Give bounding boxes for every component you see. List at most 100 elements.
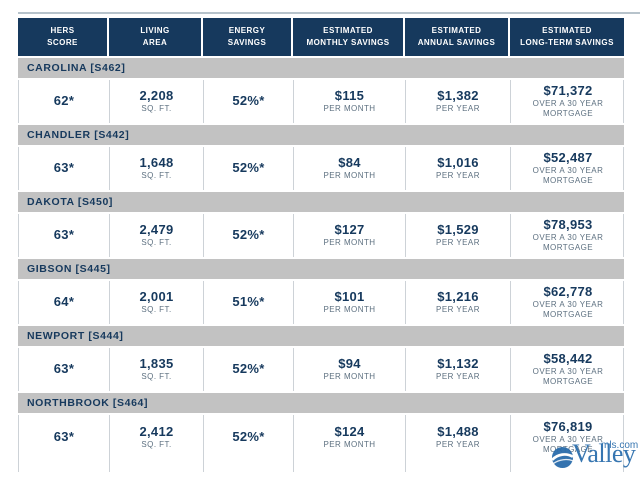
living-area-unit: SQ. FT. <box>141 238 172 248</box>
longterm-savings-value: $62,778 <box>543 283 593 299</box>
energy-savings-value: 52%* <box>232 227 265 243</box>
monthly-savings-unit: PER MONTH <box>323 305 376 315</box>
model-header-bar: DAKOTA [S450] <box>18 192 624 212</box>
living-area-unit: SQ. FT. <box>141 171 172 181</box>
living-area-value: 2,208 <box>139 87 174 103</box>
monthly-savings-unit: PER MONTH <box>323 238 376 248</box>
longterm-savings-unit: OVER A 30 YEAR MORTGAGE <box>532 233 604 253</box>
monthly-savings-cell: $127 PER MONTH <box>294 214 406 257</box>
living-area-cell: 2,479 SQ. FT. <box>110 214 204 257</box>
longterm-savings-value: $76,819 <box>543 418 593 434</box>
annual-savings-value: $1,216 <box>437 288 479 304</box>
model-name: CHANDLER [S442] <box>27 129 130 141</box>
hers-score-value: 62* <box>53 93 75 109</box>
model-group: DAKOTA [S450] 63* 2,479 SQ. FT. 52%* $12… <box>18 192 624 257</box>
monthly-savings-unit: PER MONTH <box>323 372 376 382</box>
header-line: MONTHLY SAVINGS <box>306 38 390 47</box>
living-area-value: 2,412 <box>139 423 174 439</box>
energy-savings-value: 52%* <box>232 361 265 377</box>
annual-savings-value: $1,382 <box>437 87 479 103</box>
monthly-savings-cell: $101 PER MONTH <box>294 281 406 324</box>
monthly-savings-unit: PER MONTH <box>323 171 376 181</box>
monthly-savings-cell: $124 PER MONTH <box>294 415 406 472</box>
model-name: GIBSON [S445] <box>27 263 111 275</box>
living-area-cell: 2,208 SQ. FT. <box>110 80 204 123</box>
top-divider-line <box>18 12 640 14</box>
header-line: SCORE <box>47 38 78 47</box>
annual-savings-unit: PER YEAR <box>436 104 480 114</box>
annual-savings-value: $1,132 <box>437 355 479 371</box>
header-line: ESTIMATED <box>542 26 592 35</box>
living-area-unit: SQ. FT. <box>141 440 172 450</box>
model-group: CAROLINA [S462] 62* 2,208 SQ. FT. 52%* $… <box>18 58 624 123</box>
energy-savings-value: 51%* <box>232 294 265 310</box>
longterm-savings-value: $71,372 <box>543 82 593 98</box>
header-hers-score: HERS SCORE <box>18 18 109 56</box>
header-line: AREA <box>142 38 168 47</box>
annual-savings-cell: $1,132 PER YEAR <box>406 348 511 391</box>
energy-savings-value: 52%* <box>232 93 265 109</box>
table-row: 63* 1,835 SQ. FT. 52%* $94 PER MONTH $1,… <box>18 348 624 391</box>
energy-savings-cell: 52%* <box>204 80 294 123</box>
model-group: CHANDLER [S442] 63* 1,648 SQ. FT. 52%* $… <box>18 125 624 190</box>
monthly-savings-value: $84 <box>338 154 361 170</box>
annual-savings-value: $1,529 <box>437 221 479 237</box>
model-header-bar: NEWPORT [S444] <box>18 326 624 346</box>
hers-score-cell: 64* <box>19 281 110 324</box>
monthly-savings-value: $115 <box>334 87 365 103</box>
monthly-savings-value: $127 <box>334 221 365 237</box>
savings-table: HERS SCORE LIVING AREA ENERGY SAVINGS ES… <box>18 18 624 472</box>
table-row: 64* 2,001 SQ. FT. 51%* $101 PER MONTH $1… <box>18 281 624 324</box>
header-line: ANNUAL SAVINGS <box>417 38 496 47</box>
table-row: 63* 2,412 SQ. FT. 52%* $124 PER MONTH $1… <box>18 415 624 472</box>
living-area-cell: 2,412 SQ. FT. <box>110 415 204 472</box>
header-annual-savings: ESTIMATED ANNUAL SAVINGS <box>405 18 510 56</box>
living-area-value: 1,835 <box>139 355 174 371</box>
longterm-savings-cell: $78,953 OVER A 30 YEAR MORTGAGE <box>511 214 625 257</box>
header-line: ESTIMATED <box>431 26 482 35</box>
longterm-savings-unit: OVER A 30 YEAR MORTGAGE <box>532 367 604 387</box>
hers-score-cell: 63* <box>19 348 110 391</box>
watermark-suffix-text: mls.com <box>601 440 639 451</box>
header-line: ESTIMATED <box>323 26 373 35</box>
monthly-savings-cell: $84 PER MONTH <box>294 147 406 190</box>
hers-score-cell: 62* <box>19 80 110 123</box>
hers-score-cell: 63* <box>19 147 110 190</box>
hers-score-value: 63* <box>53 227 75 243</box>
monthly-savings-cell: $94 PER MONTH <box>294 348 406 391</box>
monthly-savings-value: $94 <box>338 355 361 371</box>
monthly-savings-cell: $115 PER MONTH <box>294 80 406 123</box>
table-header-row: HERS SCORE LIVING AREA ENERGY SAVINGS ES… <box>18 18 624 56</box>
header-living-area: LIVING AREA <box>109 18 203 56</box>
living-area-unit: SQ. FT. <box>141 104 172 114</box>
header-longterm-savings: ESTIMATED LONG-TERM SAVINGS <box>510 18 624 56</box>
energy-savings-cell: 51%* <box>204 281 294 324</box>
hers-score-value: 64* <box>53 294 75 310</box>
living-area-cell: 2,001 SQ. FT. <box>110 281 204 324</box>
energy-savings-value: 52%* <box>232 429 265 445</box>
header-line: LONG-TERM SAVINGS <box>520 38 614 47</box>
valleymls-watermark: Valley mls.com <box>545 438 640 476</box>
model-header-bar: NORTHBROOK [S464] <box>18 393 624 413</box>
header-line: ENERGY <box>228 26 266 35</box>
living-area-value: 1,648 <box>139 154 174 170</box>
header-line: SAVINGS <box>227 38 267 47</box>
table-row: 63* 2,479 SQ. FT. 52%* $127 PER MONTH $1… <box>18 214 624 257</box>
living-area-unit: SQ. FT. <box>141 372 172 382</box>
model-name: NORTHBROOK [S464] <box>27 397 149 409</box>
annual-savings-cell: $1,529 PER YEAR <box>406 214 511 257</box>
hers-score-value: 63* <box>53 361 75 377</box>
longterm-savings-cell: $52,487 OVER A 30 YEAR MORTGAGE <box>511 147 625 190</box>
longterm-savings-value: $52,487 <box>543 149 593 165</box>
monthly-savings-value: $101 <box>334 288 365 304</box>
annual-savings-unit: PER YEAR <box>436 238 480 248</box>
hers-score-cell: 63* <box>19 415 110 472</box>
model-group: GIBSON [S445] 64* 2,001 SQ. FT. 51%* $10… <box>18 259 624 324</box>
annual-savings-cell: $1,382 PER YEAR <box>406 80 511 123</box>
energy-savings-cell: 52%* <box>204 415 294 472</box>
annual-savings-value: $1,016 <box>437 154 479 170</box>
longterm-savings-cell: $58,442 OVER A 30 YEAR MORTGAGE <box>511 348 625 391</box>
header-line: HERS <box>50 26 75 35</box>
annual-savings-cell: $1,016 PER YEAR <box>406 147 511 190</box>
